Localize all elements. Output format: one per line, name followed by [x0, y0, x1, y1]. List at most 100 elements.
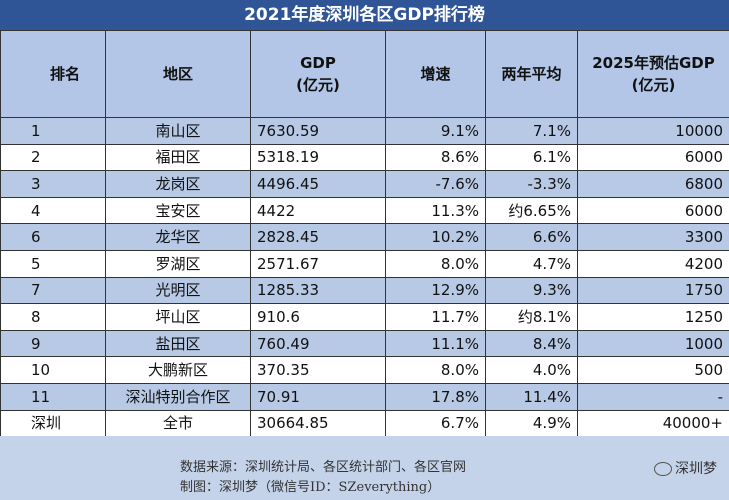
header-cell: 两年平均	[485, 30, 578, 118]
cell: 福田区	[105, 143, 251, 172]
cell: 光明区	[105, 276, 251, 305]
header-cell: GDP (亿元)	[250, 30, 386, 118]
row: 9 盐田区 760.49 11.1% 8.4% 1000	[0, 329, 729, 358]
cell: 500	[577, 356, 729, 384]
cell: 约6.65%	[485, 196, 578, 225]
row: 8 坪山区 910.6 11.7% 约8.1% 1250	[0, 303, 729, 331]
cell: 370.35	[250, 356, 386, 384]
cell: 深圳	[0, 409, 106, 438]
cell: 760.49	[250, 329, 386, 358]
header-cell: 地区	[105, 30, 251, 118]
cell: 4.7%	[485, 249, 578, 278]
cell: 40000+	[577, 409, 729, 438]
title: 2021年度深圳各区GDP排行榜	[0, 0, 729, 30]
cell: 坪山区	[105, 303, 251, 331]
row: 6 龙华区 2828.45 10.2% 6.6% 3300	[0, 223, 729, 251]
row: 4 宝安区 4422 11.3% 约6.65% 6000	[0, 196, 729, 225]
row: 10 大鹏新区 370.35 8.0% 4.0% 500	[0, 356, 729, 384]
header-cell: 2025年预估GDP (亿元)	[577, 30, 729, 118]
cell: 大鹏新区	[105, 356, 251, 384]
cell: 8.0%	[385, 249, 486, 278]
header-line: 2025年预估GDP	[592, 54, 715, 72]
footer: 数据来源：深圳统计局、各区统计部门、各区官网 制图：深圳梦（微信号ID：SZev…	[0, 436, 729, 500]
cell: 5318.19	[250, 143, 386, 172]
cell: 全市	[105, 409, 251, 438]
cell: 1285.33	[250, 276, 386, 305]
cell: 10.2%	[385, 223, 486, 251]
row: 5 罗湖区 2571.67 8.0% 4.7% 4200	[0, 249, 729, 278]
cell: 8	[0, 303, 106, 331]
cell: 4.9%	[485, 409, 578, 438]
cell: 6800	[577, 170, 729, 198]
cell: -3.3%	[485, 170, 578, 198]
logo: 深圳梦	[654, 458, 717, 478]
cell: 2828.45	[250, 223, 386, 251]
cell: 1000	[577, 329, 729, 358]
cell: -7.6%	[385, 170, 486, 198]
cell: 3300	[577, 223, 729, 251]
cell: 8.6%	[385, 143, 486, 172]
cell: 4.0%	[485, 356, 578, 384]
cell: 6	[0, 223, 106, 251]
cell: 9	[0, 329, 106, 358]
header-line: GDP	[300, 54, 336, 72]
cell: 6.7%	[385, 409, 486, 438]
cell: -	[577, 382, 729, 411]
cell: 7.1%	[485, 117, 578, 145]
cell: 6000	[577, 143, 729, 172]
row: 深圳 全市 30664.85 6.7% 4.9% 40000+	[0, 409, 729, 438]
header-line: (亿元)	[631, 76, 676, 94]
cell: 7630.59	[250, 117, 386, 145]
cell: 4200	[577, 249, 729, 278]
table: 排名 地区 GDP (亿元) 增速 两年平均 2025年预估GDP (亿元) 1 南山区 7630.…	[0, 30, 729, 438]
header-line: 增速	[420, 65, 451, 83]
cell: 1	[0, 117, 106, 145]
cell: 10000	[577, 117, 729, 145]
cell: 南山区	[105, 117, 251, 145]
credit: 制图：深圳梦（微信号ID：SZeverything）	[180, 480, 441, 495]
cell: 5	[0, 249, 106, 278]
cell: 11.7%	[385, 303, 486, 331]
cell: 11	[0, 382, 106, 411]
row: 3 龙岗区 4496.45 -7.6% -3.3% 6800	[0, 170, 729, 198]
header-line: 两年平均	[501, 65, 562, 83]
logo-text: 深圳梦	[675, 461, 717, 477]
cell: 12.9%	[385, 276, 486, 305]
cell: 30664.85	[250, 409, 386, 438]
header-line: (亿元)	[296, 76, 340, 94]
cell: 11.1%	[385, 329, 486, 358]
header-cell: 增速	[385, 30, 486, 118]
cell: 8.4%	[485, 329, 578, 358]
cell: 约8.1%	[485, 303, 578, 331]
cell: 4496.45	[250, 170, 386, 198]
source: 数据来源：深圳统计局、各区统计部门、各区官网	[180, 460, 467, 475]
cell: 深汕特别合作区	[105, 382, 251, 411]
cell: 7	[0, 276, 106, 305]
header-row: 排名 地区 GDP (亿元) 增速 两年平均 2025年预估GDP (亿元)	[0, 30, 729, 118]
cell: 2571.67	[250, 249, 386, 278]
cell: 龙岗区	[105, 170, 251, 198]
header-cell: 排名	[0, 30, 106, 118]
cell: 11.3%	[385, 196, 486, 225]
row: 11 深汕特别合作区 70.91 17.8% 11.4% -	[0, 382, 729, 411]
cell: 6.1%	[485, 143, 578, 172]
row: 1 南山区 7630.59 9.1% 7.1% 10000	[0, 117, 729, 145]
cell: 10	[0, 356, 106, 384]
header-line: 地区	[162, 65, 193, 83]
cell: 罗湖区	[105, 249, 251, 278]
logo-icon	[654, 462, 672, 476]
cell: 70.91	[250, 382, 386, 411]
header-line: 排名	[49, 65, 80, 83]
row: 7 光明区 1285.33 12.9% 9.3% 1750	[0, 276, 729, 305]
cell: 1250	[577, 303, 729, 331]
cell: 2	[0, 143, 106, 172]
cell: 6.6%	[485, 223, 578, 251]
cell: 3	[0, 170, 106, 198]
cell: 1750	[577, 276, 729, 305]
cell: 6000	[577, 196, 729, 225]
cell: 910.6	[250, 303, 386, 331]
cell: 龙华区	[105, 223, 251, 251]
cell: 9.1%	[385, 117, 486, 145]
cell: 盐田区	[105, 329, 251, 358]
